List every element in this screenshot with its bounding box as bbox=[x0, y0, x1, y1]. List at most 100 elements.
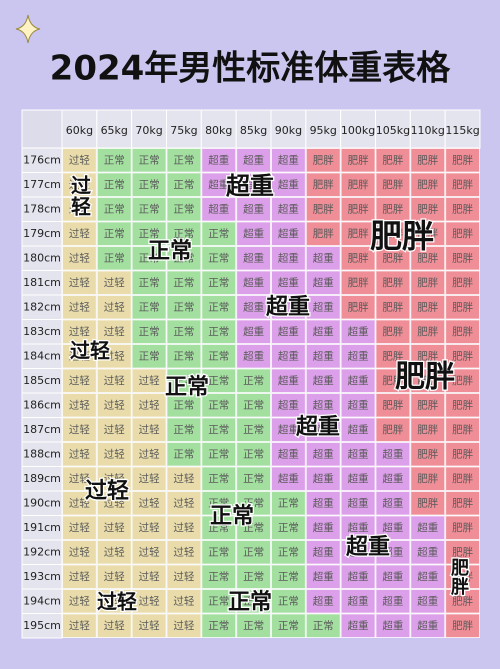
cell-text: 正常 bbox=[208, 619, 229, 632]
cell-text: 肥胖 bbox=[452, 522, 473, 534]
cell-text: 正常 bbox=[173, 325, 194, 338]
column-header: 85kg bbox=[240, 124, 267, 137]
cell-text: 肥胖 bbox=[348, 179, 369, 191]
cell bbox=[305, 417, 341, 442]
cell bbox=[305, 368, 341, 393]
cell bbox=[131, 491, 167, 516]
row-header: 184cm bbox=[23, 349, 61, 362]
column-header: 80kg bbox=[205, 124, 232, 137]
region-label: 过轻 bbox=[70, 339, 110, 363]
cell-text: 正常 bbox=[208, 325, 229, 338]
cell bbox=[375, 368, 411, 393]
cell bbox=[305, 540, 341, 565]
cell-text: 超重 bbox=[313, 398, 334, 411]
cell bbox=[445, 613, 480, 638]
region-label: 肥胖 bbox=[448, 558, 470, 596]
cell-text: 正常 bbox=[173, 398, 194, 411]
cell-text: 正常 bbox=[173, 349, 194, 362]
cell-text: 超重 bbox=[348, 472, 369, 485]
row-header: 190cm bbox=[23, 496, 61, 509]
region-label: 过轻 bbox=[68, 175, 92, 217]
cell bbox=[131, 246, 167, 271]
cell bbox=[410, 246, 446, 271]
cell-text: 肥胖 bbox=[452, 546, 473, 558]
cell bbox=[201, 564, 237, 589]
cell bbox=[305, 515, 341, 540]
cell bbox=[271, 442, 306, 467]
column-header: 100kg bbox=[341, 124, 375, 137]
region-label: 超重 bbox=[296, 415, 340, 440]
cell-text: 超重 bbox=[278, 251, 299, 264]
cell-text: 正常 bbox=[104, 178, 125, 191]
cell bbox=[340, 221, 376, 246]
cell bbox=[340, 491, 376, 516]
cell bbox=[166, 491, 202, 516]
row-header-cell bbox=[21, 294, 63, 320]
cell bbox=[96, 172, 132, 197]
cell-text: 正常 bbox=[243, 619, 264, 632]
cell bbox=[305, 393, 341, 418]
cell-text: 超重 bbox=[313, 545, 334, 558]
cell-text: 超重 bbox=[243, 325, 264, 338]
cell-text: 肥胖 bbox=[382, 203, 403, 215]
cell-text: 过轻 bbox=[173, 521, 194, 534]
cell bbox=[375, 466, 411, 491]
cell-text: 超重 bbox=[417, 545, 438, 558]
row-header-cell bbox=[21, 368, 63, 394]
cell bbox=[236, 344, 272, 369]
region-label: 超重 bbox=[346, 535, 390, 560]
cell bbox=[166, 466, 202, 491]
cell-text: 超重 bbox=[278, 423, 299, 436]
cell bbox=[410, 221, 446, 246]
cell-text: 过轻 bbox=[173, 472, 194, 485]
cell-text: 过轻 bbox=[69, 545, 90, 558]
cell-text: 过轻 bbox=[69, 300, 90, 313]
cell bbox=[410, 393, 446, 418]
cell bbox=[166, 344, 202, 369]
cell-text: 正常 bbox=[173, 227, 194, 240]
cell-text: 超重 bbox=[313, 276, 334, 289]
cell-text: 肥胖 bbox=[417, 350, 438, 362]
cell bbox=[236, 515, 272, 540]
cell bbox=[166, 540, 202, 565]
cell-text: 超重 bbox=[348, 545, 369, 558]
cell-text: 过轻 bbox=[139, 472, 160, 485]
cell bbox=[201, 197, 237, 222]
cell bbox=[305, 246, 341, 271]
cell bbox=[340, 613, 376, 638]
cell-text: 过轻 bbox=[104, 570, 125, 583]
cell bbox=[410, 368, 446, 393]
cell bbox=[201, 515, 237, 540]
cell-text: 超重 bbox=[278, 153, 299, 166]
cell-text: 正常 bbox=[139, 153, 160, 166]
cell bbox=[62, 295, 97, 320]
cell bbox=[131, 613, 167, 638]
cell bbox=[201, 466, 237, 491]
cell-text: 正常 bbox=[173, 202, 194, 215]
cell-text: 肥胖 bbox=[452, 350, 473, 362]
cell-text: 肥胖 bbox=[452, 399, 473, 411]
cell-text: 超重 bbox=[313, 325, 334, 338]
cell-text: 超重 bbox=[243, 227, 264, 240]
row-header: 178cm bbox=[23, 202, 61, 215]
cell-text: 超重 bbox=[278, 374, 299, 387]
cell-text: 肥胖 bbox=[313, 203, 334, 215]
cell-text: 肥胖 bbox=[452, 375, 473, 387]
cell-text: 正常 bbox=[208, 521, 229, 534]
sparkle-icon bbox=[15, 14, 41, 44]
cell bbox=[340, 197, 376, 222]
cell-text: 正常 bbox=[243, 570, 264, 583]
row-header-cell bbox=[21, 588, 63, 614]
cell bbox=[410, 613, 446, 638]
cell-text: 正常 bbox=[243, 594, 264, 607]
cell bbox=[236, 491, 272, 516]
region-label: 超重 bbox=[226, 172, 274, 200]
cell bbox=[340, 515, 376, 540]
row-header-cell bbox=[21, 417, 63, 443]
cell-text: 超重 bbox=[278, 276, 299, 289]
cell bbox=[305, 270, 341, 295]
cell bbox=[62, 417, 97, 442]
cell-text: 过轻 bbox=[139, 570, 160, 583]
cell-text: 肥胖 bbox=[417, 399, 438, 411]
cell bbox=[445, 540, 480, 565]
